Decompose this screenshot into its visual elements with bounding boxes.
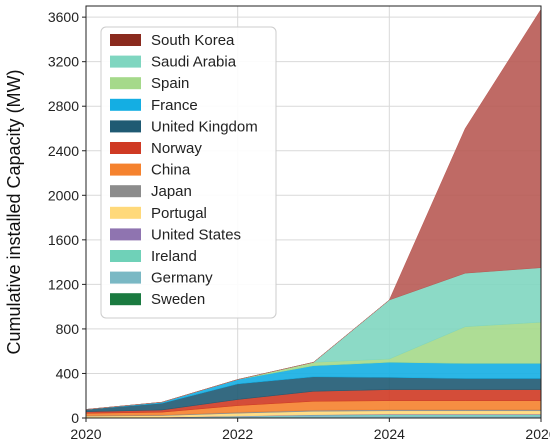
legend-swatch	[110, 34, 141, 46]
legend-swatch	[110, 142, 141, 154]
legend-label: China	[151, 162, 191, 179]
y-tick-label: 2400	[48, 143, 79, 159]
y-tick-label: 0	[71, 410, 79, 426]
legend-box	[100, 26, 277, 319]
series-areas	[85, 8, 542, 419]
x-tick-label: 2020	[70, 426, 101, 442]
legend-swatch	[110, 120, 141, 133]
legend-label: Germany	[151, 270, 213, 287]
legend-swatch	[110, 293, 141, 306]
legend-swatch	[110, 271, 141, 284]
y-tick-label: 400	[56, 365, 80, 381]
legend-label: United States	[151, 226, 241, 243]
legend-label: Portugal	[151, 205, 207, 222]
legend-label: Sweden	[151, 291, 205, 308]
y-tick-label: 1200	[48, 276, 79, 292]
legend-label: Norway	[151, 140, 202, 157]
legend-label: South Korea	[151, 32, 235, 49]
y-tick-label: 1600	[48, 232, 79, 248]
legend-swatch	[110, 250, 141, 262]
legend-swatch	[110, 77, 141, 90]
legend: South Korea Saudi Arabia Spain France United…	[100, 26, 277, 319]
y-tick-label: 2000	[48, 187, 79, 203]
y-axis-title: Cumulative installed Capacity (MW)	[4, 69, 24, 354]
y-tick-label: 800	[56, 321, 80, 337]
x-axis-ticks: 2020 2022 2024 2026	[70, 418, 550, 442]
x-tick-label: 2026	[525, 426, 550, 442]
legend-swatch	[110, 206, 141, 219]
legend-swatch	[110, 98, 141, 111]
y-tick-label: 3200	[48, 54, 79, 70]
legend-label: Saudi Arabia	[151, 54, 237, 71]
x-tick-label: 2024	[374, 426, 405, 442]
legend-label: France	[151, 97, 198, 114]
legend-swatch	[110, 55, 141, 68]
legend-swatch	[110, 228, 141, 241]
y-tick-label: 3600	[48, 9, 79, 25]
x-tick-label: 2022	[222, 426, 253, 442]
legend-swatch	[110, 185, 141, 198]
y-tick-label: 2800	[48, 98, 79, 114]
legend-swatch	[110, 163, 141, 176]
plot-frame	[85, 5, 542, 419]
legend-label: United Kingdom	[151, 118, 258, 135]
y-axis-ticks: 0 400 800 1200 1600 2000 2400 2800 3200 3600	[48, 9, 86, 426]
legend-label: Japan	[151, 183, 192, 200]
legend-label: Ireland	[151, 248, 197, 265]
legend-label: Spain	[151, 75, 189, 92]
